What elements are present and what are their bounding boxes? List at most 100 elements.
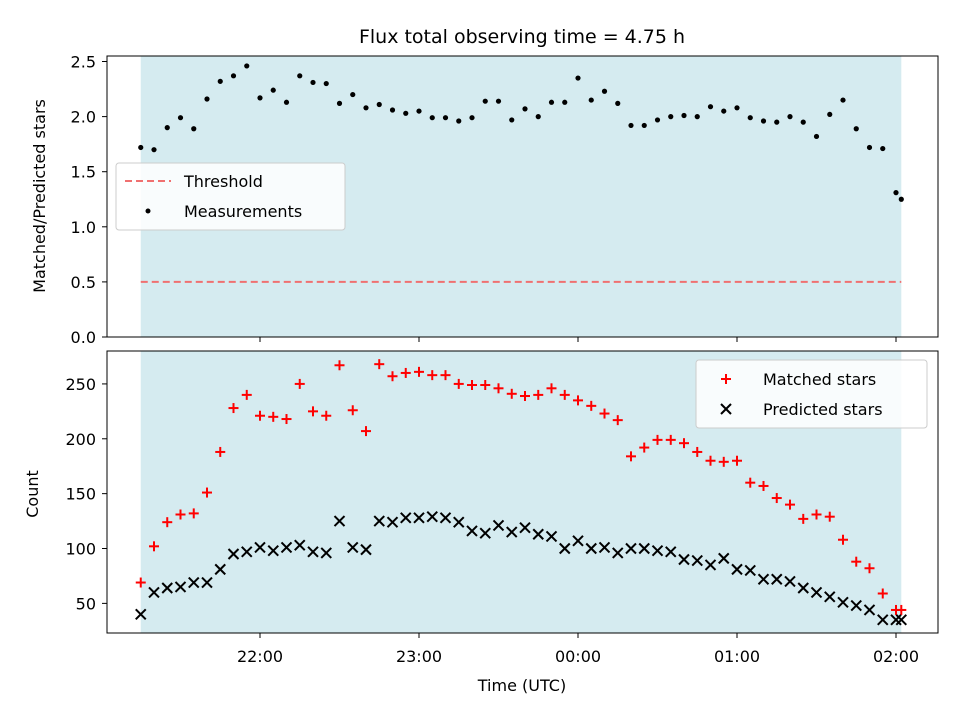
predicted-star-point (201, 576, 213, 589)
measurement-point (760, 118, 767, 124)
measurement-point (535, 114, 541, 120)
matched-star-point (639, 442, 650, 453)
matched-star-point (334, 360, 345, 371)
matched-star-point (506, 388, 517, 399)
predicted-star-point (585, 542, 597, 555)
predicted-star-point (294, 539, 306, 551)
predicted-star-point (466, 525, 478, 537)
measurement-point (456, 118, 462, 124)
cross-bar-b (824, 591, 836, 603)
cross-bar-b (598, 541, 611, 554)
bottom-x-tick-label: 22:00 (237, 647, 283, 666)
bottom-x-tick-label: 02:00 (873, 647, 919, 666)
predicted-star-point (280, 541, 293, 554)
predicted-star-point (744, 564, 756, 577)
top-axes-frame (106, 55, 939, 338)
cross-bar-b (612, 547, 624, 559)
top-y-tick-label: 2.0 (71, 108, 96, 127)
predicted-star-point (479, 527, 491, 539)
matched-star-point (175, 509, 186, 520)
measurement-point (429, 115, 435, 121)
measurement-point (257, 95, 263, 101)
measurement-point (880, 145, 886, 152)
measurement-point (469, 115, 475, 121)
matched-star-point (586, 400, 597, 411)
cross-bar-b (863, 604, 876, 616)
cross-bar-b (585, 542, 597, 555)
matched-star-point (692, 446, 703, 457)
measurement-point (588, 97, 594, 103)
cross-bar-b (188, 576, 200, 589)
measurement-point (283, 99, 290, 105)
legend-entry-threshold: Threshold (183, 172, 263, 191)
cross-bar-b (691, 554, 703, 567)
predicted-star-point (877, 614, 889, 626)
predicted-star-point (188, 576, 200, 589)
matched-star-point (374, 359, 385, 370)
cross-bar-b (294, 539, 306, 551)
cross-bar-b (572, 535, 584, 547)
measurement-point (893, 190, 899, 196)
cross-bar-b (280, 541, 293, 554)
top-x-ticks (259, 337, 897, 342)
predicted-star-point (863, 604, 876, 616)
top-y-ticks: 0.0 0.5 1.0 1.5 2.0 2.5 (71, 53, 107, 347)
matched-star-point (838, 534, 848, 545)
measurement-point (336, 100, 343, 106)
matched-star-point (215, 446, 226, 457)
predicted-star-point (545, 530, 558, 543)
matched-star-point (896, 604, 907, 615)
matched-star-point (162, 517, 173, 528)
measurement-point (350, 91, 356, 98)
predicted-star-point (638, 542, 650, 555)
measurement-point (403, 110, 409, 116)
cross-bar-b (678, 553, 690, 566)
cross-bar-b (731, 563, 743, 576)
matched-star-point (573, 395, 583, 406)
top-y-tick-label: 0.0 (71, 328, 96, 347)
cross-bar-b (466, 525, 478, 537)
bottom-panel: 50 100 150 200 250 22:00 23:00 00:00 01:00 02:00… (23, 350, 939, 695)
measurement-point (389, 107, 396, 113)
matched-star-point (400, 367, 411, 378)
measurement-point (177, 115, 184, 121)
cross-bar-b (373, 515, 385, 527)
matched-star-point (652, 434, 663, 445)
measurement-point (522, 106, 528, 112)
predicted-star-point (718, 552, 730, 565)
legend-entry-matched: Matched stars (763, 370, 876, 389)
predicted-star-point (320, 547, 332, 559)
measurement-point (270, 87, 276, 93)
measurement-point (694, 114, 700, 120)
predicted-star-point (373, 515, 385, 527)
predicted-star-point (895, 614, 908, 626)
measurement-point (800, 119, 806, 125)
measurement-point (654, 117, 661, 123)
matched-star-point (467, 380, 477, 391)
cross-bar-b (453, 516, 465, 528)
x-axis-label: Time (UTC) (477, 676, 566, 695)
predicted-legend-marker (720, 403, 732, 415)
cross-bar-b (519, 521, 531, 534)
predicted-star-point (824, 591, 836, 603)
cross-bar-b (744, 564, 756, 577)
measurement-point (898, 196, 904, 202)
cross-bar-b (837, 596, 849, 608)
cross-bar-b (400, 512, 412, 524)
measurement-point (827, 111, 833, 118)
matched-star-point (414, 366, 424, 377)
measurement-point (297, 73, 303, 79)
matched-star-point (427, 370, 438, 381)
measurement-point (442, 115, 449, 121)
predicted-star-point (598, 541, 611, 554)
matched-star-point (387, 371, 398, 382)
measurement-point (204, 96, 210, 102)
cross-bar-b (718, 552, 730, 565)
measurement-point (774, 119, 780, 125)
measurement-point (310, 79, 316, 86)
predicted-star-point (227, 548, 240, 560)
measurement-point (721, 108, 727, 114)
measurement-point (230, 73, 237, 79)
predicted-star-point (784, 575, 796, 588)
bottom-legend: Matched stars Predicted stars (695, 359, 928, 429)
